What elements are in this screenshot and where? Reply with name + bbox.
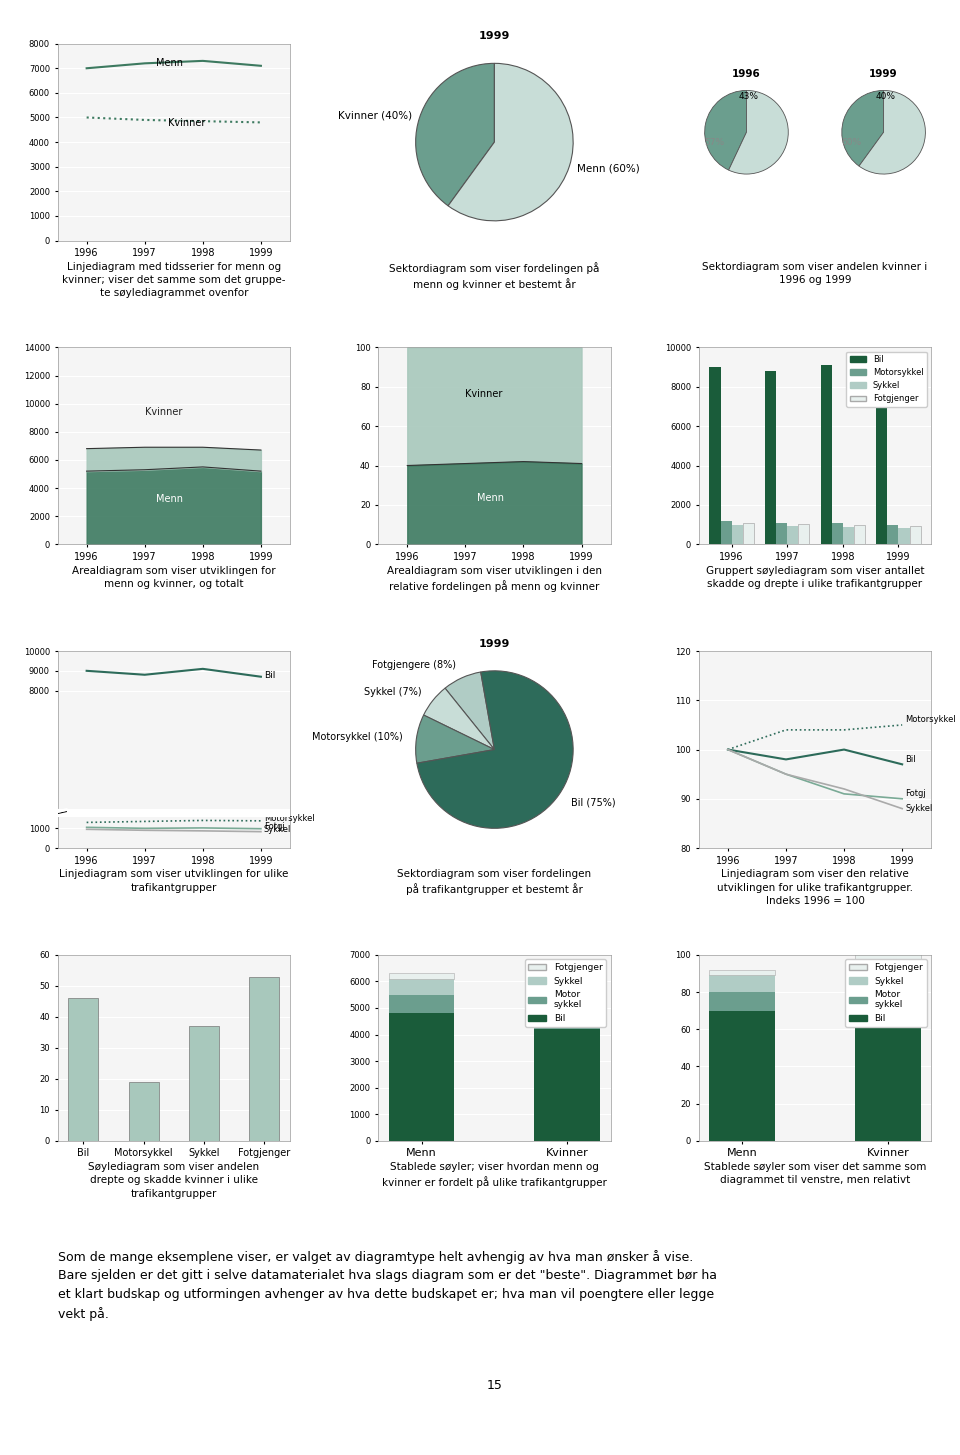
Wedge shape <box>448 64 573 221</box>
Bar <box>68 998 98 1141</box>
Text: Sykkel: Sykkel <box>905 805 932 813</box>
Bar <box>250 976 279 1141</box>
Bar <box>855 947 921 960</box>
Bar <box>389 1013 454 1141</box>
Bar <box>389 995 454 1013</box>
Bar <box>535 1002 600 1021</box>
Bar <box>743 522 754 544</box>
Text: Fotgjengere (8%): Fotgjengere (8%) <box>372 661 456 669</box>
Text: Menn: Menn <box>156 495 183 503</box>
Bar <box>909 525 921 544</box>
Wedge shape <box>416 64 494 205</box>
Legend: Fotgjenger, Sykkel, Motor
sykkel, Bil: Fotgjenger, Sykkel, Motor sykkel, Bil <box>525 959 606 1027</box>
Bar <box>776 522 787 544</box>
Text: Kvinner: Kvinner <box>168 118 205 128</box>
Text: Stablede søyler; viser hvordan menn og
kvinner er fordelt på ulike trafikantgrup: Stablede søyler; viser hvordan menn og k… <box>382 1163 607 1189</box>
Bar <box>129 1083 158 1141</box>
Bar <box>189 1026 219 1141</box>
Bar <box>709 969 775 975</box>
Wedge shape <box>445 672 494 749</box>
Text: Sektordiagram som viser fordelingen på
menn og kvinner et bestemt år: Sektordiagram som viser fordelingen på m… <box>389 262 600 290</box>
Text: Fotgj: Fotgj <box>905 789 925 799</box>
Bar <box>799 524 809 544</box>
Text: Søylediagram som viser andelen
drepte og skadde kvinner i ulike
trafikantgrupper: Søylediagram som viser andelen drepte og… <box>88 1163 259 1199</box>
Bar <box>535 1029 600 1141</box>
Text: 60%: 60% <box>842 138 862 147</box>
Text: Arealdiagram som viser utviklingen i den
relative fordelingen på menn og kvinner: Arealdiagram som viser utviklingen i den… <box>387 566 602 592</box>
Title: 1999: 1999 <box>870 70 898 79</box>
Text: Kvinner (40%): Kvinner (40%) <box>338 111 412 121</box>
Bar <box>855 985 921 995</box>
Text: Gruppert søylediagram som viser antallet
skadde og drepte i ulike trafikantgrupp: Gruppert søylediagram som viser antallet… <box>706 566 924 589</box>
Text: Menn: Menn <box>156 58 183 68</box>
Bar <box>709 367 721 544</box>
Text: Som de mange eksemplene viser, er valget av diagramtype helt avhengig av hva man: Som de mange eksemplene viser, er valget… <box>58 1250 716 1321</box>
Wedge shape <box>705 90 747 170</box>
Legend: Fotgjenger, Sykkel, Motor
sykkel, Bil: Fotgjenger, Sykkel, Motor sykkel, Bil <box>846 959 926 1027</box>
Bar <box>821 365 831 544</box>
Bar <box>732 525 743 544</box>
Bar <box>899 528 909 544</box>
Bar <box>887 525 899 544</box>
Text: Bil (75%): Bil (75%) <box>570 797 615 808</box>
Text: Stablede søyler som viser det samme som
diagrammet til venstre, men relativt: Stablede søyler som viser det samme som … <box>704 1163 926 1186</box>
Bar <box>854 525 865 544</box>
Text: Arealdiagram som viser utviklingen for
menn og kvinner, og totalt: Arealdiagram som viser utviklingen for m… <box>72 566 276 589</box>
Text: Kvinner: Kvinner <box>145 407 182 418</box>
Bar <box>765 371 776 544</box>
Text: 43%: 43% <box>738 92 758 100</box>
Wedge shape <box>416 714 494 764</box>
Text: Menn: Menn <box>477 493 504 503</box>
Text: 40%: 40% <box>876 92 896 100</box>
Text: 57%: 57% <box>705 138 725 147</box>
Wedge shape <box>729 90 788 175</box>
Bar <box>855 995 921 1141</box>
Title: 1996: 1996 <box>732 70 761 79</box>
Wedge shape <box>417 671 573 828</box>
Bar <box>721 521 732 544</box>
Text: 15: 15 <box>487 1379 502 1392</box>
Bar <box>535 1021 600 1029</box>
Text: Fotgj: Fotgj <box>264 822 284 831</box>
Bar <box>876 372 887 544</box>
Bar <box>709 975 775 992</box>
Wedge shape <box>842 90 883 166</box>
Bar <box>831 522 843 544</box>
Bar <box>843 527 854 544</box>
Text: Motorsykkel: Motorsykkel <box>264 815 315 824</box>
Bar <box>535 994 600 1002</box>
Title: 1999: 1999 <box>479 639 510 649</box>
Text: Linjediagram som viser utviklingen for ulike
trafikantgrupper: Linjediagram som viser utviklingen for u… <box>60 870 288 892</box>
Bar <box>709 992 775 1011</box>
Text: Sykkel (7%): Sykkel (7%) <box>364 687 421 697</box>
Bar <box>389 973 454 979</box>
Text: Menn (60%): Menn (60%) <box>577 164 639 173</box>
Text: Bil: Bil <box>264 671 276 681</box>
Text: Motorsykkel: Motorsykkel <box>905 716 956 725</box>
Wedge shape <box>423 688 494 749</box>
Legend: Bil, Motorsykkel, Sykkel, Fotgjenger: Bil, Motorsykkel, Sykkel, Fotgjenger <box>847 352 927 407</box>
Text: Sektordiagram som viser fordelingen
på trafikantgrupper et bestemt år: Sektordiagram som viser fordelingen på t… <box>397 870 591 895</box>
Text: Linjediagram med tidsserier for menn og
kvinner; viser det samme som det gruppe-: Linjediagram med tidsserier for menn og … <box>62 262 285 298</box>
Text: Sykkel: Sykkel <box>264 825 291 834</box>
Title: 1999: 1999 <box>479 32 510 42</box>
Text: Kvinner: Kvinner <box>466 388 503 399</box>
Text: Bil: Bil <box>905 755 916 764</box>
Text: Linjediagram som viser den relative
utviklingen for ulike trafikantgrupper.
Inde: Linjediagram som viser den relative utvi… <box>717 870 913 906</box>
Bar <box>787 525 799 544</box>
Text: Motorsykkel (10%): Motorsykkel (10%) <box>312 732 402 742</box>
Bar <box>389 979 454 995</box>
Bar <box>855 960 921 985</box>
Wedge shape <box>859 90 925 175</box>
Text: Sektordiagram som viser andelen kvinner i
1996 og 1999: Sektordiagram som viser andelen kvinner … <box>703 262 927 285</box>
Bar <box>709 1011 775 1141</box>
